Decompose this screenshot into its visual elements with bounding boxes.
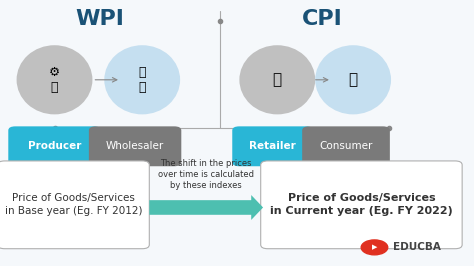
FancyBboxPatch shape [8,126,100,166]
Text: WPI: WPI [75,9,124,29]
Circle shape [361,240,388,255]
Text: Price of Goods/Services
in Current year (Eg. FY 2022): Price of Goods/Services in Current year … [270,193,453,217]
Text: ▶: ▶ [372,244,377,250]
Text: Wholesaler: Wholesaler [106,141,164,151]
Text: 🛍: 🛍 [348,72,358,87]
Text: 🚶
📦: 🚶 📦 [138,66,146,94]
Text: ⚙
📦: ⚙ 📦 [49,66,60,94]
Text: 🏪: 🏪 [273,72,282,87]
Ellipse shape [104,45,180,114]
Text: Producer: Producer [28,141,81,151]
Text: Price of Goods/Services
in Base year (Eg. FY 2012): Price of Goods/Services in Base year (Eg… [5,193,142,217]
FancyBboxPatch shape [261,161,462,249]
Text: Retailer: Retailer [249,141,296,151]
FancyBboxPatch shape [89,126,181,166]
FancyBboxPatch shape [302,126,390,166]
Text: The shift in the prices
over time is calculated
by these indexes: The shift in the prices over time is cal… [158,159,254,190]
FancyBboxPatch shape [0,161,149,249]
Text: Consumer: Consumer [319,141,373,151]
FancyBboxPatch shape [232,126,313,166]
Text: EDUCBA: EDUCBA [393,242,441,252]
Ellipse shape [17,45,92,114]
Text: CPI: CPI [302,9,343,29]
Ellipse shape [315,45,391,114]
FancyArrow shape [149,195,263,220]
Ellipse shape [239,45,315,114]
